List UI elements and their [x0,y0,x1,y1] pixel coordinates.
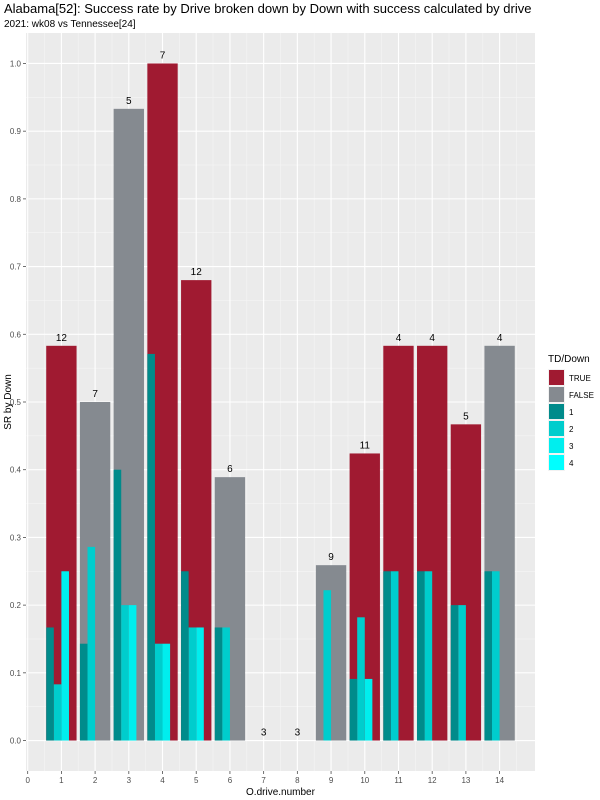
bar-drive-11-down-1 [383,571,391,741]
bar-drive-12-down-1 [417,571,425,741]
bar-drive-2-down-2 [87,546,96,741]
bar-drive-9-down-2 [323,590,332,741]
bar-drive-5-down-3 [196,627,204,741]
bar-drive-13-down-2 [458,605,466,741]
legend-label: FALSE [569,391,594,400]
x-tick-label: 0 [25,776,30,785]
legend-key-4 [549,455,564,470]
x-tick-label: 3 [127,776,132,785]
bar-drive-13-down-1 [450,605,459,741]
count-label-drive-8: 3 [295,728,301,739]
y-tick-label: 0.0 [10,737,22,746]
bar-drive-1-down-3 [61,571,69,741]
x-tick-label: 14 [495,776,504,785]
bar-drive-3-down-1 [113,469,122,741]
x-tick-label: 5 [194,776,199,785]
legend-key-false [549,387,564,402]
count-label-drive-13: 5 [463,411,469,422]
y-tick-label: 0.8 [10,195,22,204]
x-tick-label: 8 [295,776,300,785]
x-tick-label: 1 [59,776,64,785]
y-axis: 0.0 0.1 0.2 0.3 0.4 0.5 0.6 0.7 0.8 0.9 1.0 [10,59,26,746]
count-label-drive-4: 7 [160,50,166,61]
bar-drive-4-down-3 [162,643,171,741]
bar-drive-5-down-1 [181,571,189,741]
y-tick-label: 0.9 [10,127,22,136]
x-tick-label: 7 [261,776,266,785]
x-tick-label: 11 [394,776,403,785]
y-tick-label: 0.2 [10,601,22,610]
bar-drive-10-down-1 [349,678,358,741]
count-label-drive-9: 9 [328,552,334,563]
x-axis-title: O.drive.number [246,787,316,798]
count-label-drive-12: 4 [429,333,435,344]
legend-label: 4 [569,459,574,468]
y-tick-label: 0.3 [10,533,22,542]
y-tick-label: 0.6 [10,330,22,339]
legend-title: TD/Down [548,354,590,365]
y-tick-label: 0.7 [10,263,22,272]
count-label-drive-14: 4 [497,333,503,344]
legend-label: TRUE [569,374,591,383]
bar-drive-1-down-1 [46,627,54,741]
legend-key-3 [549,438,564,453]
chart-subtitle: 2021: wk08 vs Tennessee[24] [4,19,136,30]
chart-title: Alabama[52]: Success rate by Drive broke… [4,1,531,16]
y-tick-label: 0.4 [10,466,22,475]
count-label-drive-2: 7 [92,389,98,400]
y-tick-label: 1.0 [10,59,22,68]
x-axis: 0 1 2 3 4 5 6 7 8 9 10 11 12 13 14 [25,771,505,785]
bar-drive-6-down-2 [222,627,230,741]
bar-drive-1-down-2 [53,684,62,741]
count-labels: 12 7 5 7 12 6 3 3 9 11 4 4 5 4 [56,50,503,738]
count-label-drive-10: 11 [360,440,371,451]
bar-drive-4-down-2 [154,643,163,741]
legend-key-2 [549,421,564,436]
count-label-drive-3: 5 [126,96,132,107]
count-label-drive-1: 12 [56,333,68,344]
legend: TD/Down TRUE FALSE 1 2 3 4 [548,354,594,471]
y-tick-label: 0.1 [10,669,22,678]
bar-drive-14-down-1 [484,571,493,741]
legend-key-true [549,370,564,385]
bar-drive-14-down-2 [492,571,500,741]
bar-drive-10-down-2 [357,617,365,741]
count-label-drive-5: 12 [191,267,203,278]
x-tick-label: 9 [329,776,334,785]
legend-label: 2 [569,425,574,434]
x-tick-label: 2 [93,776,98,785]
bar-drive-11-down-2 [390,571,399,741]
x-tick-label: 10 [360,776,369,785]
bar-drive-3-down-2 [121,605,129,741]
x-tick-label: 6 [228,776,233,785]
bar-drive-5-down-2 [188,627,197,741]
x-tick-label: 4 [160,776,165,785]
bar-drive-6-down-1 [214,627,223,741]
bar-drive-3-down-3 [128,605,137,741]
bar-drive-10-down-3 [364,678,373,741]
count-label-drive-11: 4 [396,333,402,344]
bars [46,63,515,741]
x-tick-label: 12 [428,776,437,785]
x-tick-label: 13 [461,776,470,785]
count-label-drive-7: 3 [261,728,267,739]
bar-drive-2-down-1 [79,643,88,741]
bar-drive-4-down-1 [147,353,155,741]
legend-label: 3 [569,442,574,451]
bar-drive-12-down-2 [424,571,433,741]
legend-label: 1 [569,408,574,417]
count-label-drive-6: 6 [227,464,233,475]
y-axis-title: SR by Down [3,374,14,430]
legend-key-1 [549,404,564,419]
y-tick-label: 0.5 [10,398,22,407]
